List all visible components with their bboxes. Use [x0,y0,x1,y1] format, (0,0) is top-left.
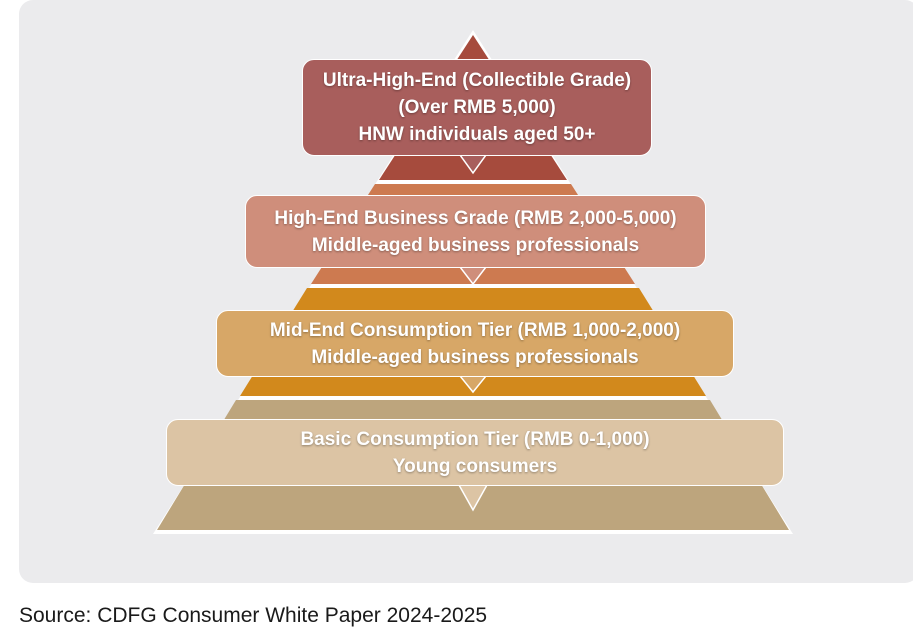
tier-title: Basic Consumption Tier (RMB 0-1,000) [300,428,650,450]
tier-audience: Middle-aged business professionals [311,346,639,368]
tier-label-high-end: High-End Business Grade (RMB 2,000-5,000… [245,195,706,268]
tier-title: Mid-End Consumption Tier (RMB 1,000-2,00… [269,319,681,341]
tier-audience: HNW individuals aged 50+ [358,124,596,145]
tier-label-mid-end: Mid-End Consumption Tier (RMB 1,000-2,00… [216,310,734,377]
source-caption: Source: CDFG Consumer White Paper 2024-2… [19,604,488,627]
tier-title: Ultra-High-End (Collectible Grade) [322,70,632,91]
tier-audience: Young consumers [392,455,558,477]
tier-title: High-End Business Grade (RMB 2,000-5,000… [274,207,677,229]
tier-price: (Over RMB 5,000) [398,97,556,118]
tier-label-basic: Basic Consumption Tier (RMB 0-1,000) You… [166,419,784,486]
tier-audience: Middle-aged business professionals [311,234,640,256]
tier-label-ultra-high-end: Ultra-High-End (Collectible Grade) (Over… [302,59,652,156]
